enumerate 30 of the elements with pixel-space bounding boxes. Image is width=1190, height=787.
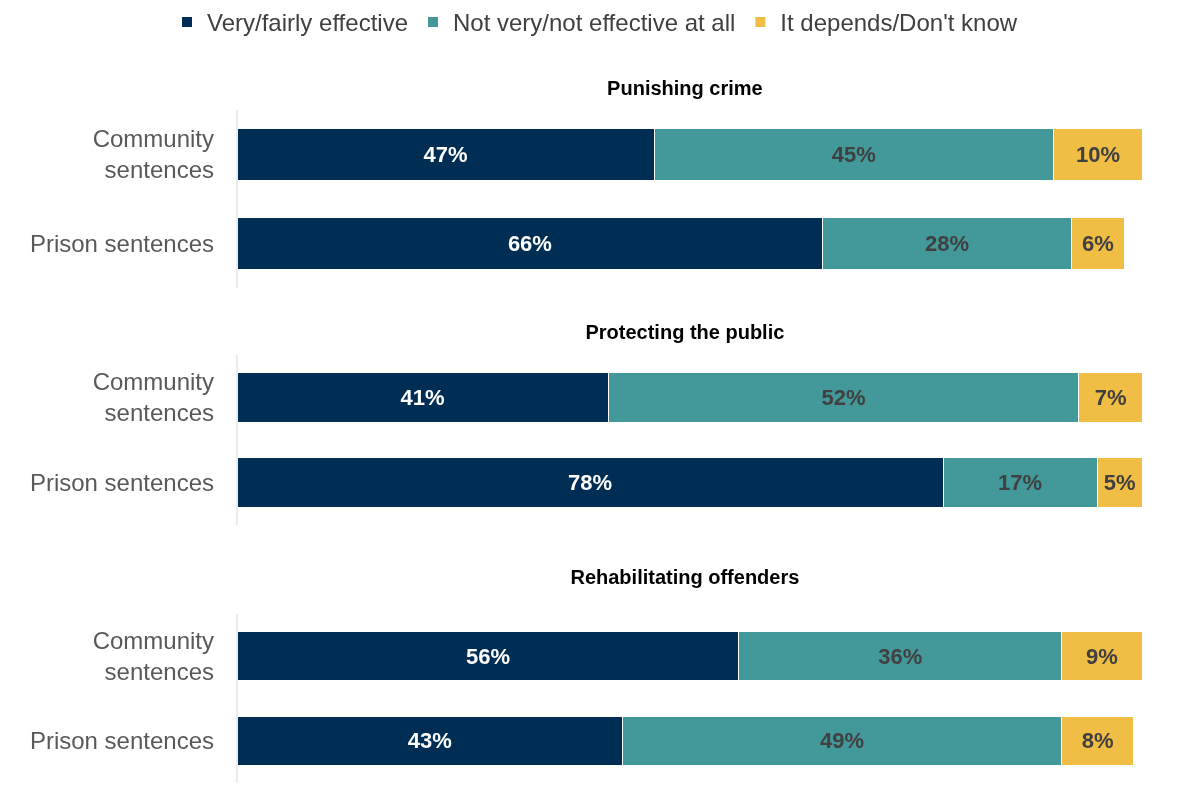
data-label: 41% (400, 385, 445, 410)
y-tick-label: Community sentences (92, 627, 214, 686)
data-label: 66% (507, 231, 552, 256)
chart-title: Protecting the public (585, 321, 785, 343)
data-label: 8% (1081, 728, 1114, 754)
data-label: 7% (1094, 385, 1127, 410)
legend-label: Not very/not effective at all (452, 9, 736, 37)
legend-label: It depends/Don't know (780, 9, 1018, 37)
chart-title: Punishing crime (607, 77, 763, 99)
data-label: 36% (878, 643, 923, 669)
data-label: 78% (568, 470, 613, 495)
y-tick-label: Community sentences (92, 125, 214, 184)
data-label: 45% (831, 142, 876, 167)
y-tick-label: Community sentences (92, 368, 214, 427)
y-tick-label: Prison sentences (29, 727, 214, 755)
data-label: 10% (1075, 142, 1120, 167)
data-label: 43% (407, 728, 452, 754)
data-label: 52% (821, 385, 866, 410)
data-label: 28% (925, 231, 970, 256)
data-label: 9% (1086, 643, 1118, 669)
legend-label: Very/fairly effective (207, 9, 408, 37)
data-label: 49% (820, 728, 865, 754)
y-tick-label: Prison sentences (29, 229, 214, 257)
data-label: 6% (1082, 231, 1114, 256)
data-label: 47% (423, 142, 468, 167)
y-tick-label: Prison sentences (29, 468, 214, 496)
data-label: 56% (465, 643, 511, 669)
chart-title: Rehabilitating offenders (570, 566, 800, 588)
data-label: 5% (1103, 470, 1136, 495)
data-label: 17% (998, 470, 1043, 495)
